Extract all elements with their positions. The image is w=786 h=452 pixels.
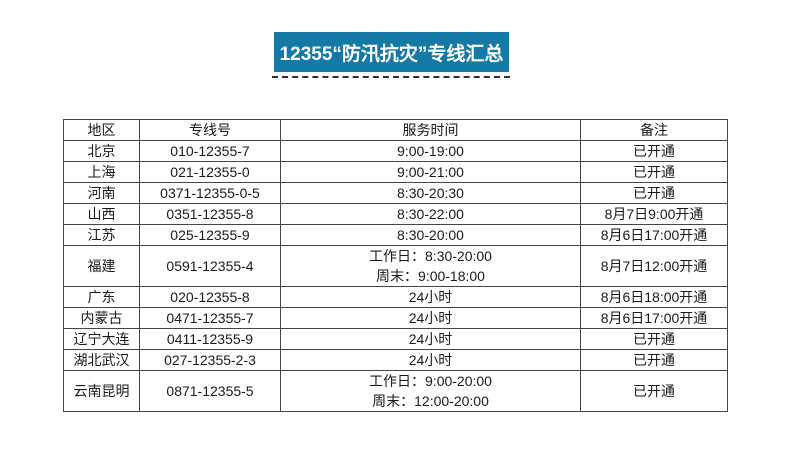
time-cell: 8:30-20:30 — [280, 182, 581, 204]
table-header: 地区 专线号 服务时间 备注 — [63, 119, 728, 141]
number-cell: 010-12355-7 — [139, 140, 281, 162]
column-header-region: 地区 — [63, 119, 140, 141]
time-cell: 8:30-22:00 — [280, 203, 581, 225]
remark-cell: 8月7日9:00开通 — [580, 203, 728, 225]
time-cell: 24小时 — [280, 349, 581, 371]
remark-cell: 已开通 — [580, 140, 728, 162]
time-cell: 24小时 — [280, 286, 581, 308]
number-cell: 0871-12355-5 — [139, 370, 281, 412]
time-cell: 24小时 — [280, 328, 581, 350]
region-cell: 山西 — [63, 203, 140, 225]
remark-cell: 已开通 — [580, 161, 728, 183]
remark-cell: 已开通 — [580, 182, 728, 204]
title-banner: 12355“防汛抗灾”专线汇总 — [274, 32, 509, 72]
number-cell: 027-12355-2-3 — [139, 349, 281, 371]
region-cell: 江苏 — [63, 224, 140, 246]
column-header-remark: 备注 — [580, 119, 728, 141]
remark-cell: 8月6日18:00开通 — [580, 286, 728, 308]
region-cell: 湖北武汉 — [63, 349, 140, 371]
number-cell: 0371-12355-0-5 — [139, 182, 281, 204]
time-cell: 24小时 — [280, 307, 581, 329]
table-row: 湖北武汉 027-12355-2-3 24小时 已开通 — [63, 349, 728, 371]
remark-cell: 8月6日17:00开通 — [580, 307, 728, 329]
table-row: 广东 020-12355-8 24小时 8月6日18:00开通 — [63, 286, 728, 308]
number-cell: 0411-12355-9 — [139, 328, 281, 350]
remark-cell: 8月7日12:00开通 — [580, 245, 728, 287]
region-cell: 广东 — [63, 286, 140, 308]
dashed-separator — [272, 76, 510, 78]
column-header-time: 服务时间 — [280, 119, 581, 141]
header-row: 地区 专线号 服务时间 备注 — [63, 119, 728, 141]
remark-cell: 8月6日17:00开通 — [580, 224, 728, 246]
time-cell: 8:30-20:00 — [280, 224, 581, 246]
table-row: 上海 021-12355-0 9:00-21:00 已开通 — [63, 161, 728, 183]
time-cell: 工作日：9:00-20:00 周末：12:00-20:00 — [280, 370, 581, 412]
column-header-number: 专线号 — [139, 119, 281, 141]
remark-cell: 已开通 — [580, 349, 728, 371]
table-row: 内蒙古 0471-12355-7 24小时 8月6日17:00开通 — [63, 307, 728, 329]
region-cell: 辽宁大连 — [63, 328, 140, 350]
region-cell: 河南 — [63, 182, 140, 204]
region-cell: 内蒙古 — [63, 307, 140, 329]
number-cell: 0351-12355-8 — [139, 203, 281, 225]
table-row: 福建 0591-12355-4 工作日：8:30-20:00 周末：9:00-1… — [63, 245, 728, 287]
time-cell: 9:00-21:00 — [280, 161, 581, 183]
number-cell: 0471-12355-7 — [139, 307, 281, 329]
number-cell: 020-12355-8 — [139, 286, 281, 308]
region-cell: 福建 — [63, 245, 140, 287]
page-title: 12355“防汛抗灾”专线汇总 — [279, 43, 504, 65]
table-row: 辽宁大连 0411-12355-9 24小时 已开通 — [63, 328, 728, 350]
table-row: 江苏 025-12355-9 8:30-20:00 8月6日17:00开通 — [63, 224, 728, 246]
number-cell: 021-12355-0 — [139, 161, 281, 183]
table-body: 北京 010-12355-7 9:00-19:00 已开通 上海 021-123… — [63, 140, 728, 412]
time-cell: 9:00-19:00 — [280, 140, 581, 162]
region-cell: 云南昆明 — [63, 370, 140, 412]
region-cell: 上海 — [63, 161, 140, 183]
number-cell: 025-12355-9 — [139, 224, 281, 246]
region-cell: 北京 — [63, 140, 140, 162]
number-cell: 0591-12355-4 — [139, 245, 281, 287]
hotline-table: 地区 专线号 服务时间 备注 北京 010-12355-7 9:00-19:00… — [63, 119, 728, 412]
table-row: 云南昆明 0871-12355-5 工作日：9:00-20:00 周末：12:0… — [63, 370, 728, 412]
table-row: 北京 010-12355-7 9:00-19:00 已开通 — [63, 140, 728, 162]
remark-cell: 已开通 — [580, 370, 728, 412]
remark-cell: 已开通 — [580, 328, 728, 350]
table-row: 山西 0351-12355-8 8:30-22:00 8月7日9:00开通 — [63, 203, 728, 225]
time-cell: 工作日：8:30-20:00 周末：9:00-18:00 — [280, 245, 581, 287]
table-row: 河南 0371-12355-0-5 8:30-20:30 已开通 — [63, 182, 728, 204]
